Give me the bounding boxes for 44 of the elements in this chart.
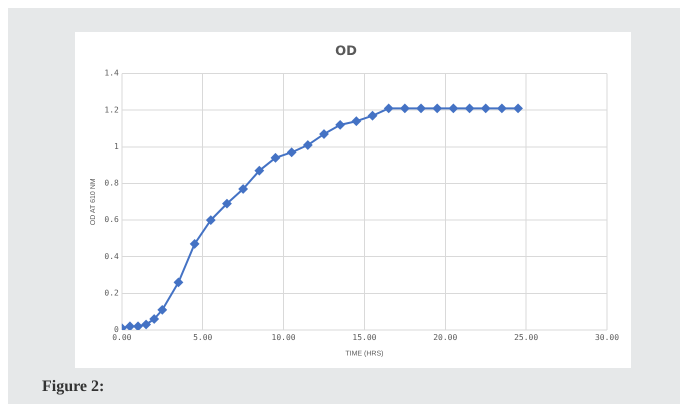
y-tick-label: 1.4 bbox=[104, 68, 120, 78]
point bbox=[190, 239, 200, 248]
x-tick-label: 0.00 bbox=[112, 332, 132, 342]
point bbox=[400, 104, 410, 113]
y-tick-label: 0.2 bbox=[104, 288, 120, 298]
x-tick-label: 20.00 bbox=[433, 332, 458, 342]
point bbox=[368, 111, 378, 120]
point bbox=[254, 166, 264, 176]
x-tick-label: 15.00 bbox=[352, 332, 377, 342]
point bbox=[448, 104, 458, 113]
y-tick-label: 1 bbox=[114, 142, 120, 151]
point bbox=[206, 216, 216, 225]
point bbox=[238, 184, 248, 194]
caption: Figure 2: bbox=[42, 378, 104, 396]
x-tick-label: 5.00 bbox=[193, 332, 213, 342]
y-tick-label: 0.8 bbox=[104, 178, 120, 188]
point bbox=[432, 104, 442, 113]
point bbox=[514, 104, 523, 113]
point bbox=[497, 104, 506, 113]
x-tick-label: 10.00 bbox=[272, 332, 296, 342]
chart-title: OD bbox=[335, 44, 358, 60]
point bbox=[158, 305, 167, 314]
point bbox=[222, 199, 232, 208]
point bbox=[125, 322, 134, 330]
point bbox=[319, 130, 328, 139]
point bbox=[174, 278, 183, 287]
point bbox=[303, 140, 312, 150]
point bbox=[287, 148, 296, 157]
point bbox=[416, 104, 426, 113]
y-tick-label: 1.2 bbox=[104, 105, 120, 114]
point bbox=[134, 322, 143, 330]
point bbox=[270, 153, 280, 162]
point bbox=[384, 104, 394, 113]
y-tick-label: 0.6 bbox=[104, 215, 120, 224]
y-tick-label: 0.4 bbox=[104, 252, 120, 261]
point bbox=[481, 104, 490, 113]
x-tick-label: 30.00 bbox=[594, 332, 620, 342]
point bbox=[150, 314, 159, 324]
point bbox=[336, 120, 345, 130]
point bbox=[465, 104, 474, 113]
x-tick-label: 25.00 bbox=[514, 332, 538, 342]
point bbox=[142, 320, 151, 330]
y-tick-label: 0 bbox=[114, 325, 120, 334]
point bbox=[352, 116, 361, 126]
